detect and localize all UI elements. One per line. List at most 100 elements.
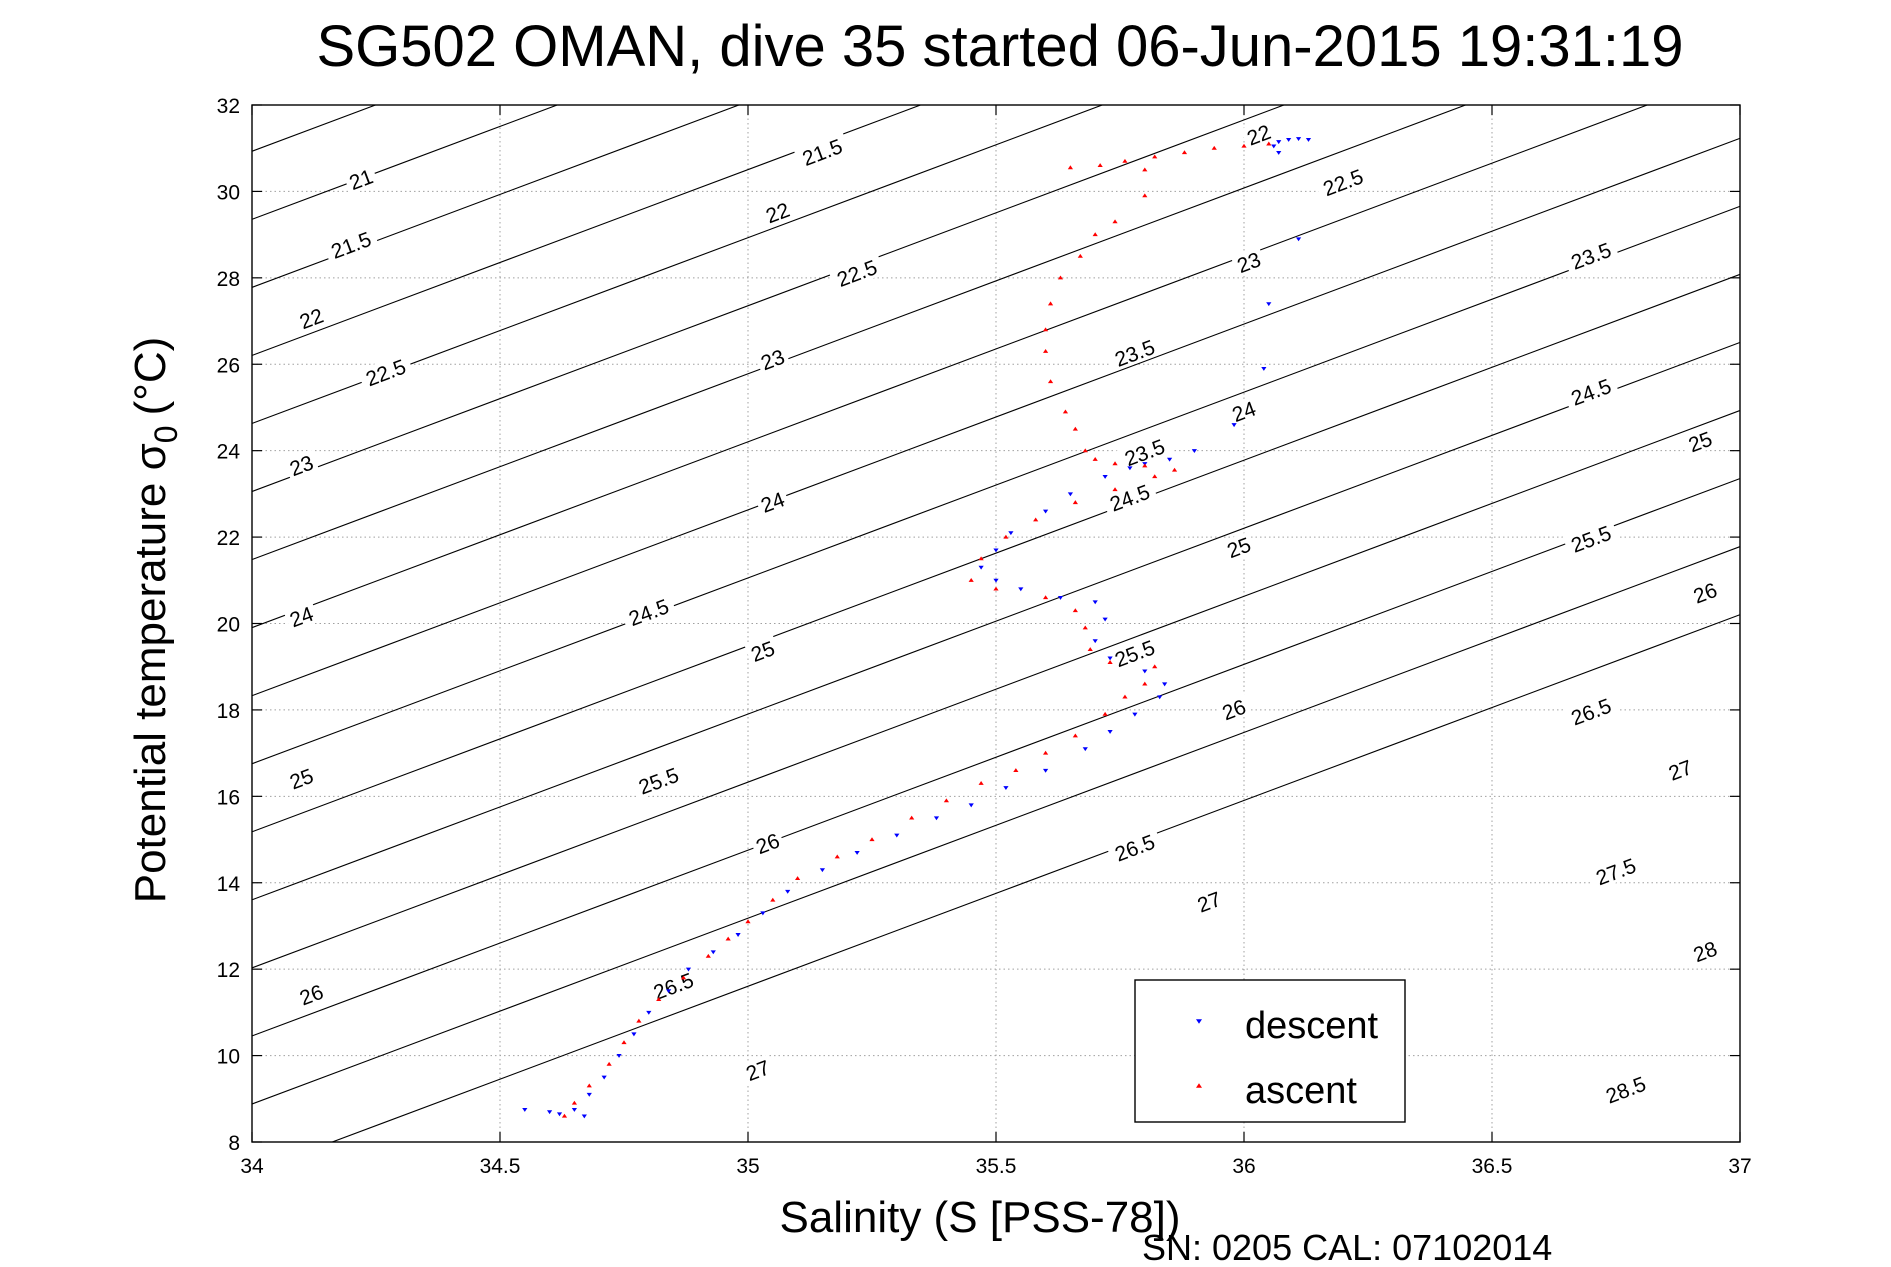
contour-label-background bbox=[1220, 531, 1257, 563]
descent-point bbox=[1231, 423, 1237, 428]
ascent-point bbox=[795, 876, 801, 880]
y-tick-label: 26 bbox=[217, 354, 240, 377]
contour-label-background bbox=[1562, 518, 1620, 558]
descent-point bbox=[894, 833, 900, 838]
density-contour-28-5 bbox=[330, 614, 1740, 1142]
contour-label-background bbox=[793, 132, 851, 172]
legend-ascent-label: ascent bbox=[1245, 1070, 1357, 1112]
chart-title: SG502 OMAN, dive 35 started 06-Jun-2015 … bbox=[316, 14, 1683, 79]
y-axis-label-main: Potential temperature σ bbox=[126, 443, 175, 903]
density-contour-23-5 bbox=[252, 105, 1286, 493]
ascent-point bbox=[1142, 681, 1148, 686]
ascent-point bbox=[1112, 219, 1118, 224]
contour-label-background bbox=[283, 600, 320, 632]
descent-point bbox=[1295, 137, 1302, 142]
ascent-point bbox=[1102, 711, 1108, 716]
contour-label-background bbox=[1215, 693, 1252, 725]
contour-label-background bbox=[1597, 1069, 1654, 1109]
ascent-point bbox=[1003, 534, 1009, 539]
ascent-point bbox=[1107, 660, 1113, 664]
descent-point bbox=[710, 950, 716, 955]
ascent-point bbox=[1152, 664, 1158, 669]
descent-point bbox=[1286, 138, 1292, 142]
contour-label-background bbox=[1191, 885, 1227, 917]
contour-label-background bbox=[1562, 371, 1620, 411]
descent-point bbox=[666, 989, 672, 994]
ascent-point bbox=[1211, 145, 1217, 150]
ascent-point bbox=[993, 586, 999, 591]
legend-descent-label: descent bbox=[1245, 1005, 1379, 1047]
ascent-point bbox=[1043, 348, 1049, 353]
descent-point bbox=[1092, 600, 1098, 605]
contour-label-background bbox=[744, 635, 781, 667]
descent-point bbox=[1132, 712, 1138, 717]
descent-point bbox=[993, 578, 999, 583]
descent-point bbox=[1167, 457, 1173, 462]
descent-point bbox=[1266, 302, 1272, 307]
ascent-point bbox=[1077, 253, 1083, 258]
descent-point bbox=[968, 803, 974, 808]
ascent-point bbox=[1142, 193, 1148, 198]
ascent-point bbox=[1043, 750, 1049, 755]
contour-label-background bbox=[322, 225, 380, 264]
descent-point bbox=[1295, 237, 1302, 242]
descent-point bbox=[1067, 492, 1073, 497]
ascent-point bbox=[1082, 625, 1088, 630]
contour-label-background bbox=[1106, 633, 1163, 673]
descent-point bbox=[1276, 140, 1282, 145]
contour-label-background bbox=[759, 196, 796, 228]
ascent-point bbox=[1043, 327, 1049, 332]
descent-point bbox=[1127, 466, 1133, 471]
ascent-point bbox=[1122, 158, 1128, 163]
descent-point bbox=[1157, 695, 1163, 700]
descent-point bbox=[1043, 509, 1049, 514]
descent-point bbox=[1008, 531, 1014, 536]
y-tick-label: 22 bbox=[217, 527, 240, 550]
ascent-point bbox=[656, 997, 662, 1001]
descent-point bbox=[1191, 449, 1197, 454]
x-tick-label: 35 bbox=[736, 1155, 759, 1178]
ascent-point bbox=[621, 1040, 627, 1045]
ascent-point bbox=[770, 897, 776, 902]
ascent-point bbox=[1241, 143, 1247, 148]
ascent-point bbox=[1087, 647, 1093, 651]
descent-point bbox=[1092, 639, 1098, 644]
descent-point bbox=[1261, 367, 1267, 371]
x-tick-label: 34.5 bbox=[480, 1155, 521, 1178]
ascent-point bbox=[1072, 608, 1078, 613]
y-tick-label: 14 bbox=[217, 873, 241, 896]
contour-label-background bbox=[828, 253, 885, 292]
ascent-point bbox=[606, 1061, 612, 1066]
serial-calibration-note: SN: 0205 CAL: 07102014 bbox=[1142, 1227, 1552, 1262]
density-contour-27 bbox=[252, 409, 1740, 969]
ascent-point bbox=[978, 781, 984, 785]
descent-point bbox=[1082, 747, 1088, 752]
grid-layer bbox=[252, 105, 1740, 1142]
contour-label-background bbox=[620, 592, 677, 632]
ascent-point bbox=[1057, 275, 1064, 280]
density-contour-25 bbox=[252, 137, 1740, 697]
density-contour-24 bbox=[252, 105, 1468, 561]
descent-point bbox=[586, 1092, 592, 1097]
x-tick-label: 34 bbox=[240, 1155, 264, 1178]
y-axis-label: Potential temperature σ0 (°C) bbox=[126, 337, 184, 904]
descent-point bbox=[1276, 150, 1282, 155]
descent-point bbox=[1043, 768, 1049, 773]
ascent-point bbox=[1072, 733, 1078, 738]
descent-point bbox=[1305, 138, 1312, 142]
descent-point bbox=[854, 850, 860, 855]
descent-point bbox=[571, 1108, 577, 1112]
contour-label-background bbox=[1687, 576, 1723, 608]
contour-label-background bbox=[1687, 935, 1723, 967]
ascent-point bbox=[943, 798, 949, 803]
ascent-point bbox=[1013, 768, 1019, 772]
descent-point bbox=[1107, 729, 1113, 734]
y-tick-label: 28 bbox=[217, 268, 240, 291]
descent-point bbox=[581, 1114, 587, 1119]
ascent-point bbox=[1181, 150, 1188, 155]
legend-descent-marker bbox=[1196, 1019, 1202, 1024]
y-axis-label-unit: (°C) bbox=[126, 337, 175, 416]
x-tick-label: 36 bbox=[1232, 1155, 1255, 1178]
